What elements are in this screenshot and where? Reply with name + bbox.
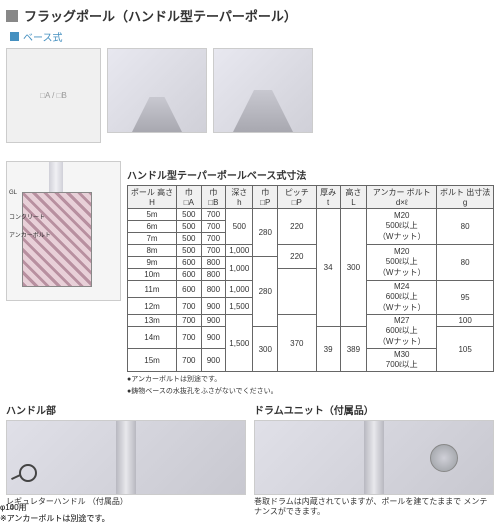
table-cell: 220 — [278, 209, 317, 245]
table-cell: 100 — [437, 315, 494, 327]
handle-section-title: ハンドル部 — [6, 402, 246, 417]
table-cell: 13m — [128, 315, 177, 327]
table-cell: 900 — [201, 327, 226, 349]
table-cell: 34 — [316, 209, 340, 327]
table-cell: 95 — [437, 281, 494, 315]
table-cell: 500 — [177, 233, 202, 245]
table-cell: 6m — [128, 221, 177, 233]
table-cell: 1,000 — [226, 257, 253, 281]
title-marker — [6, 10, 18, 22]
table-cell: M30 700ℓ以上 — [367, 349, 437, 372]
table-cell: 1,500 — [226, 298, 253, 315]
table-header: 巾 □A — [177, 186, 202, 209]
table-cell — [278, 269, 317, 315]
photo2-label: φ140用 — [0, 503, 27, 512]
table-cell: M27 600ℓ以上 （Wナット） — [367, 315, 437, 349]
table-cell: 800 — [201, 281, 226, 298]
table-cell: M24 600ℓ以上 （Wナット） — [367, 281, 437, 315]
table-cell: 500 — [177, 209, 202, 221]
table-header: 高さ L — [340, 186, 367, 209]
table-header: 巾 □B — [201, 186, 226, 209]
plan-diagram: □A / □B — [6, 48, 101, 143]
table-cell: 39 — [316, 327, 340, 372]
base-photo-100 — [107, 48, 207, 133]
handle-photo — [6, 420, 246, 495]
drum-photo — [254, 420, 494, 495]
page-title: フラッグポール（ハンドル型テーパーポール） — [24, 6, 297, 25]
table-cell: 10m — [128, 269, 177, 281]
table-cell: 700 — [201, 233, 226, 245]
table-cell: 280 — [253, 209, 278, 257]
table-cell: 300 — [340, 209, 367, 327]
table-cell: 280 — [253, 257, 278, 327]
table-cell: 700 — [201, 245, 226, 257]
table-cell: 5m — [128, 209, 177, 221]
table-header: 深さ h — [226, 186, 253, 209]
table-cell: 300 — [253, 327, 278, 372]
table-cell: M20 500ℓ以上 （Wナット） — [367, 209, 437, 245]
table-cell: 700 — [201, 221, 226, 233]
table-cell: 8m — [128, 245, 177, 257]
table-note-2: ●鋳物ベースの水抜孔をふさがないでください。 — [127, 386, 494, 396]
table-cell: 370 — [278, 315, 317, 372]
table-cell: 700 — [177, 327, 202, 349]
table-cell: 105 — [437, 327, 494, 372]
table-cell: 700 — [177, 298, 202, 315]
table-cell: 600 — [177, 281, 202, 298]
photo2-note: ※アンカーボルトは別途です。 — [0, 514, 110, 523]
table-cell: 500 — [226, 209, 253, 245]
table-cell: 80 — [437, 209, 494, 245]
table-cell: 9m — [128, 257, 177, 269]
table-cell: 1,000 — [226, 245, 253, 257]
table-cell: 220 — [278, 245, 317, 269]
table-cell: 80 — [437, 245, 494, 281]
base-photo-140 — [213, 48, 313, 133]
table-cell: 14m — [128, 327, 177, 349]
table-header: 巾 □P — [253, 186, 278, 209]
table-cell: 900 — [201, 298, 226, 315]
table-cell: 389 — [340, 327, 367, 372]
table-cell: 11m — [128, 281, 177, 298]
table-header: ボルト 出寸法 g — [437, 186, 494, 209]
drum-caption: 巻取ドラムは内蔵されていますが、ポールを建てたままで メンテナンスができます。 — [254, 497, 494, 518]
table-cell: 900 — [201, 349, 226, 372]
table-title: ハンドル型テーパーポールベース式寸法 — [127, 167, 494, 182]
table-cell: 700 — [177, 349, 202, 372]
subtitle: ベース式 — [23, 29, 63, 44]
table-cell: 700 — [201, 209, 226, 221]
table-cell: 700 — [177, 315, 202, 327]
table-header: ピッチ □P — [278, 186, 317, 209]
spec-table: ポール 高さH巾 □A巾 □B深さ h巾 □Pピッチ □P厚み t高さ Lアンカ… — [127, 185, 494, 372]
table-cell: 1,000 — [226, 281, 253, 298]
table-header: ポール 高さH — [128, 186, 177, 209]
table-cell: M20 500ℓ以上 （Wナット） — [367, 245, 437, 281]
table-note-1: ●アンカーボルトは別途です。 — [127, 374, 494, 384]
drum-section-title: ドラムユニット（付属品） — [254, 402, 494, 417]
table-cell: 600 — [177, 269, 202, 281]
table-header: 厚み t — [316, 186, 340, 209]
table-cell: 900 — [201, 315, 226, 327]
table-cell: 500 — [177, 245, 202, 257]
table-header: アンカー ボルト d×ℓ — [367, 186, 437, 209]
table-cell: 1,500 — [226, 315, 253, 372]
table-cell: 15m — [128, 349, 177, 372]
table-cell: 500 — [177, 221, 202, 233]
cross-section-diagram: GL コンクリート アンカーボルト — [6, 161, 121, 301]
table-cell: 7m — [128, 233, 177, 245]
table-cell: 800 — [201, 269, 226, 281]
subtitle-marker — [10, 32, 19, 41]
table-cell: 800 — [201, 257, 226, 269]
table-cell: 12m — [128, 298, 177, 315]
table-cell: 600 — [177, 257, 202, 269]
